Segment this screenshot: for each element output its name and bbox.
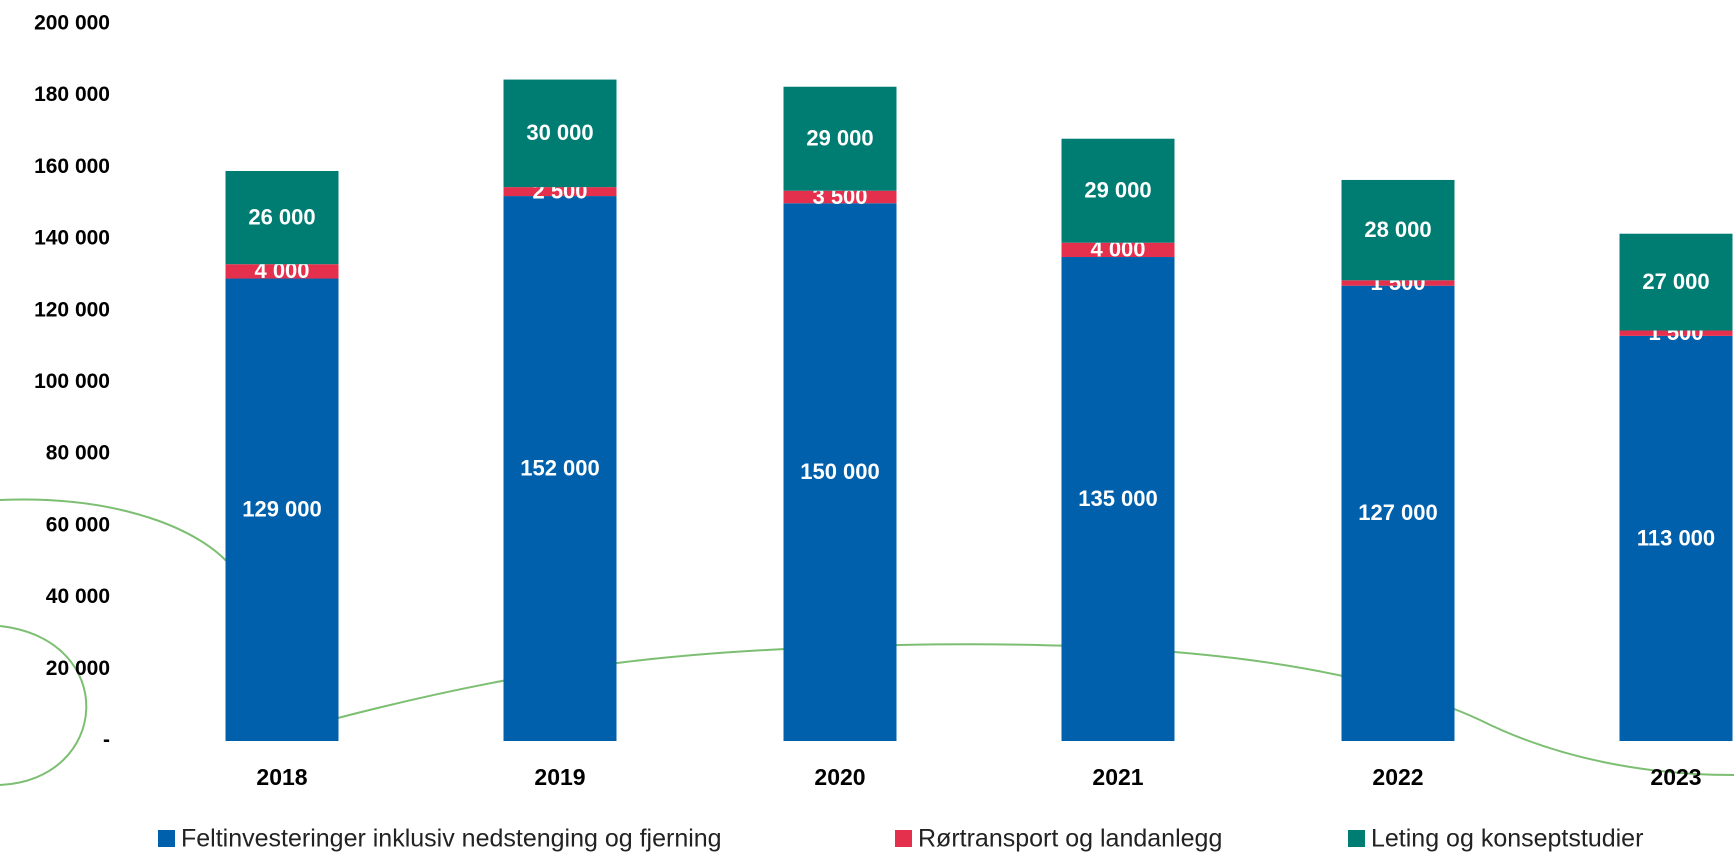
- x-tick-label: 2019: [534, 764, 585, 790]
- value-label: 152 000: [520, 455, 600, 480]
- y-tick-label: 140 000: [34, 227, 110, 250]
- bar-segment: [1061, 138, 1175, 243]
- bar-segment: [503, 79, 617, 188]
- bar-segment: [503, 196, 617, 741]
- y-tick-label: 20 000: [46, 657, 110, 680]
- bar-segment: [1341, 285, 1455, 741]
- bar-segment: [1341, 179, 1455, 281]
- value-label: 28 000: [1364, 217, 1431, 242]
- x-tick-label: 2020: [814, 764, 865, 790]
- bar-segment: [1061, 257, 1175, 741]
- bar-segment: [783, 190, 897, 204]
- legend-swatch: [158, 830, 175, 847]
- y-tick-label: 80 000: [46, 442, 110, 465]
- decor-curve: [0, 625, 88, 786]
- y-tick-label: 100 000: [34, 370, 110, 393]
- y-tick-label: 40 000: [46, 585, 110, 608]
- bar-segment: [783, 86, 897, 191]
- value-label: 127 000: [1358, 500, 1438, 525]
- x-tick-label: 2021: [1092, 764, 1143, 790]
- y-tick-label: 180 000: [34, 83, 110, 106]
- legend-label: Feltinvesteringer inklusiv nedstenging o…: [181, 825, 722, 853]
- bar-segment: [225, 278, 339, 741]
- legend-swatch: [895, 830, 912, 847]
- bar-segment: [225, 264, 339, 279]
- value-label: 30 000: [526, 120, 593, 145]
- x-tick-label: 2018: [256, 764, 307, 790]
- value-label: 29 000: [806, 126, 873, 151]
- value-label: 27 000: [1642, 269, 1709, 294]
- y-tick-label: -: [103, 729, 110, 752]
- bar-segment: [1619, 233, 1733, 331]
- decor-curve: [0, 498, 231, 566]
- value-label: 26 000: [248, 204, 315, 229]
- bar-segment: [503, 187, 617, 197]
- value-label: 129 000: [242, 497, 322, 522]
- y-tick-label: 60 000: [46, 513, 110, 536]
- value-label: 135 000: [1078, 486, 1158, 511]
- bar-segment: [1619, 330, 1733, 336]
- y-tick-label: 200 000: [34, 12, 110, 35]
- bar-segment: [1619, 335, 1733, 741]
- y-tick-label: 120 000: [34, 298, 110, 321]
- value-label: 29 000: [1084, 178, 1151, 203]
- bar-segment: [1061, 242, 1175, 258]
- y-tick-label: 160 000: [34, 155, 110, 178]
- legend-label: Leting og konseptstudier: [1371, 825, 1643, 853]
- bar-segment: [1341, 280, 1455, 286]
- bar-segment: [783, 203, 897, 741]
- x-tick-label: 2023: [1650, 764, 1701, 790]
- x-tick-label: 2022: [1372, 764, 1423, 790]
- value-label: 150 000: [800, 459, 880, 484]
- bar-segment: [225, 170, 339, 265]
- legend-swatch: [1348, 830, 1365, 847]
- legend-label: Rørtransport og landanlegg: [918, 825, 1222, 853]
- value-label: 113 000: [1637, 525, 1715, 550]
